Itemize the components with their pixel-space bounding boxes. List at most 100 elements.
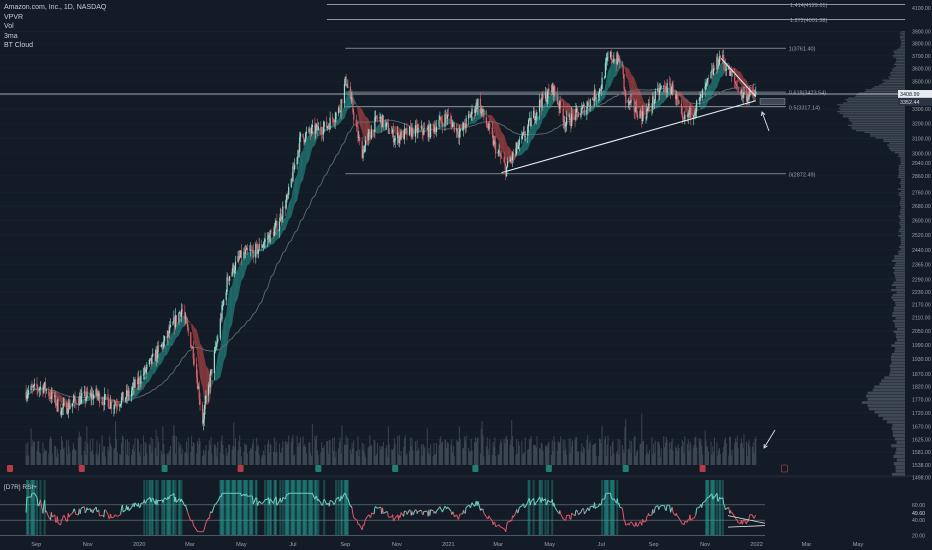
candle-body (196, 364, 198, 378)
rsi-segment (311, 493, 316, 500)
rsi-highlight (721, 480, 724, 535)
cloud-segment (712, 75, 714, 95)
candle-body (642, 111, 645, 119)
rsi-segment (541, 497, 544, 501)
cloud-segment (309, 134, 311, 158)
cloud-segment (564, 99, 565, 112)
rsi-segment (610, 493, 612, 499)
rsi-segment (30, 493, 33, 498)
earnings-marker (472, 465, 479, 472)
volume-bar (358, 456, 360, 465)
candle-body (654, 91, 656, 101)
candle-body (636, 114, 639, 119)
vpvr-bar (891, 352, 905, 356)
vpvr-bar (899, 223, 905, 226)
earnings-marker (622, 465, 629, 472)
volume-bar (193, 443, 195, 465)
volume-bar (380, 449, 382, 465)
volume-bar (296, 435, 298, 465)
earnings-marker (315, 465, 322, 472)
volume-bar (552, 451, 554, 465)
rsi-segment (696, 506, 700, 509)
volume-bar (599, 438, 601, 465)
candle-body (698, 99, 700, 101)
rsi-highlight (605, 480, 608, 535)
cloud-segment (357, 105, 359, 120)
vpvr-bar (898, 153, 905, 156)
volume-bar (110, 443, 112, 465)
volume-bar (93, 454, 95, 465)
candle-body (294, 164, 296, 170)
volume-bar (634, 435, 636, 465)
candle-body (75, 400, 77, 405)
volume-bar (305, 453, 307, 465)
volume-bar (482, 435, 484, 465)
indicator-legend: Amazon.com, Inc., 1D, NASDAQ VPVR Vol 3m… (4, 3, 106, 51)
volume-bar (388, 444, 390, 465)
candle-body (160, 345, 162, 347)
volume-bar (144, 441, 146, 465)
rsi-highlight (309, 480, 312, 535)
candle-body (359, 137, 361, 142)
candle-body (292, 166, 294, 182)
trendlines[interactable] (501, 58, 776, 449)
vpvr-bar (842, 102, 905, 104)
indicator-vol[interactable]: Vol (4, 23, 14, 30)
volume-bar (551, 440, 553, 465)
cloud-segment (338, 116, 340, 125)
candle-body (700, 93, 702, 97)
vpvr-bar (868, 407, 905, 411)
volume-bar (343, 444, 345, 465)
volume-bar (116, 452, 118, 465)
vpvr-bar (867, 404, 905, 408)
volume-bar (267, 444, 269, 465)
volume-bar (459, 438, 461, 465)
indicator-3ma[interactable]: 3ma (4, 32, 18, 40)
volume-bar (404, 435, 406, 465)
cloud-segment (401, 129, 404, 138)
candle-body (69, 406, 71, 409)
candle-body (544, 92, 547, 99)
candle-body (358, 137, 360, 139)
rsi-highlight (293, 480, 296, 535)
candle-body (30, 385, 32, 391)
volume-bar (108, 450, 110, 465)
rsi-segment (211, 505, 215, 514)
candle-body (163, 336, 166, 342)
candle-body (748, 94, 750, 100)
candle-body (663, 86, 666, 87)
vpvr-bar (900, 180, 905, 183)
candle-body (415, 125, 417, 126)
volume-bar (523, 452, 525, 465)
volume-bar (576, 437, 578, 465)
rsi-segment (524, 501, 529, 508)
volume-bar (180, 454, 182, 465)
volume-bar (648, 454, 650, 465)
candle-body (689, 107, 691, 115)
candle-body (102, 402, 104, 403)
candle-body (586, 106, 588, 115)
cloud-segment (667, 87, 670, 98)
rsi-segment (205, 517, 209, 523)
rsi-highlight (31, 480, 34, 535)
candle-body (604, 63, 607, 78)
volume-bar (400, 451, 402, 465)
candle-body (529, 118, 531, 127)
volume-bar (285, 440, 287, 465)
candle-body (138, 377, 140, 384)
volume-bar (326, 441, 328, 465)
candle-body (595, 97, 597, 100)
vpvr-bar (882, 79, 905, 81)
indicator-bt-cloud[interactable]: BT Cloud (4, 42, 34, 49)
volume-bar (438, 445, 440, 465)
indicator-vpvr[interactable]: VPVR (4, 13, 24, 21)
candle-body (554, 86, 556, 94)
volume-bar (394, 443, 396, 465)
rsi-segment (241, 493, 245, 497)
vpvr-bar (901, 31, 905, 33)
candle-body (326, 126, 329, 129)
candle-body (670, 89, 672, 94)
x-tick-label: Sep (340, 542, 350, 548)
candle-body (749, 89, 751, 95)
